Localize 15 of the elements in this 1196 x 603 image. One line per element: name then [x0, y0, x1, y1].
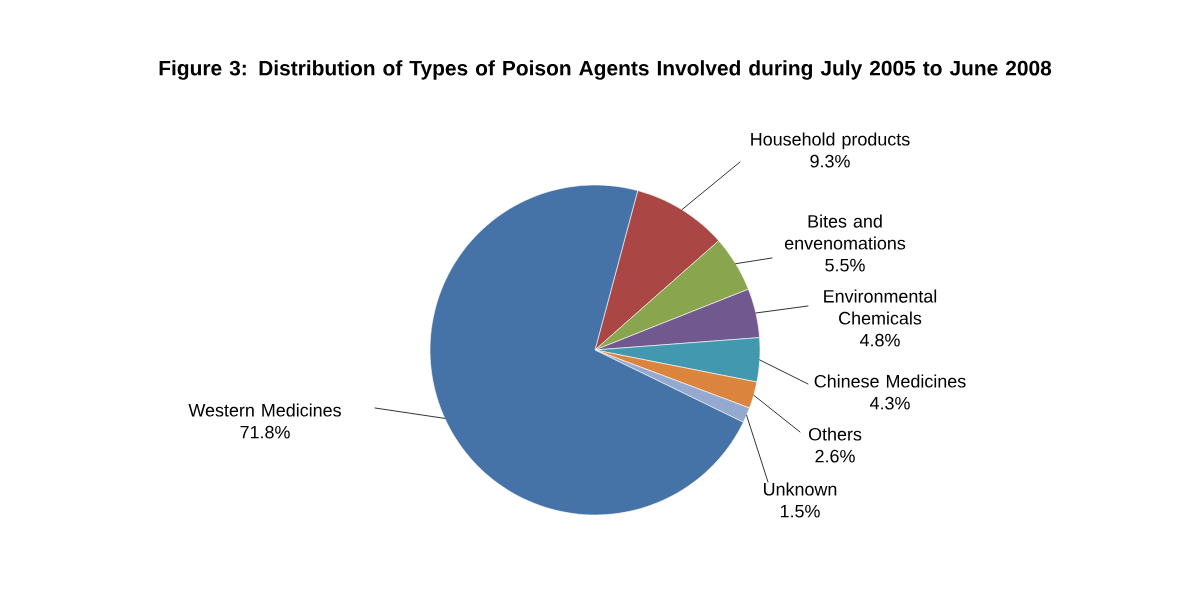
slice-label: Bites and envenomations: [784, 214, 906, 250]
slice-label: Unknown: [764, 482, 837, 496]
chart-title: Figure 3: Distribution of Types of Poison Agents Involved during July 2005 to June 2008: [159, 60, 1052, 80]
data-label: 5.5%: [825, 258, 865, 272]
data-label: 4.3%: [869, 396, 910, 410]
slice-label: Environmental Chemicals: [824, 289, 937, 325]
slice-label: Household products: [751, 132, 910, 150]
slice-label: Others: [808, 427, 862, 441]
slice-label: Chinese Medicines: [814, 374, 966, 388]
data-label: 9.3%: [810, 154, 850, 168]
data-label: 4.8%: [859, 333, 900, 347]
data-label: 71.8%: [240, 425, 290, 439]
data-label: 1.5%: [780, 504, 820, 518]
data-label: 2.6%: [815, 449, 855, 463]
slice-label: Western Medicines: [188, 403, 341, 417]
